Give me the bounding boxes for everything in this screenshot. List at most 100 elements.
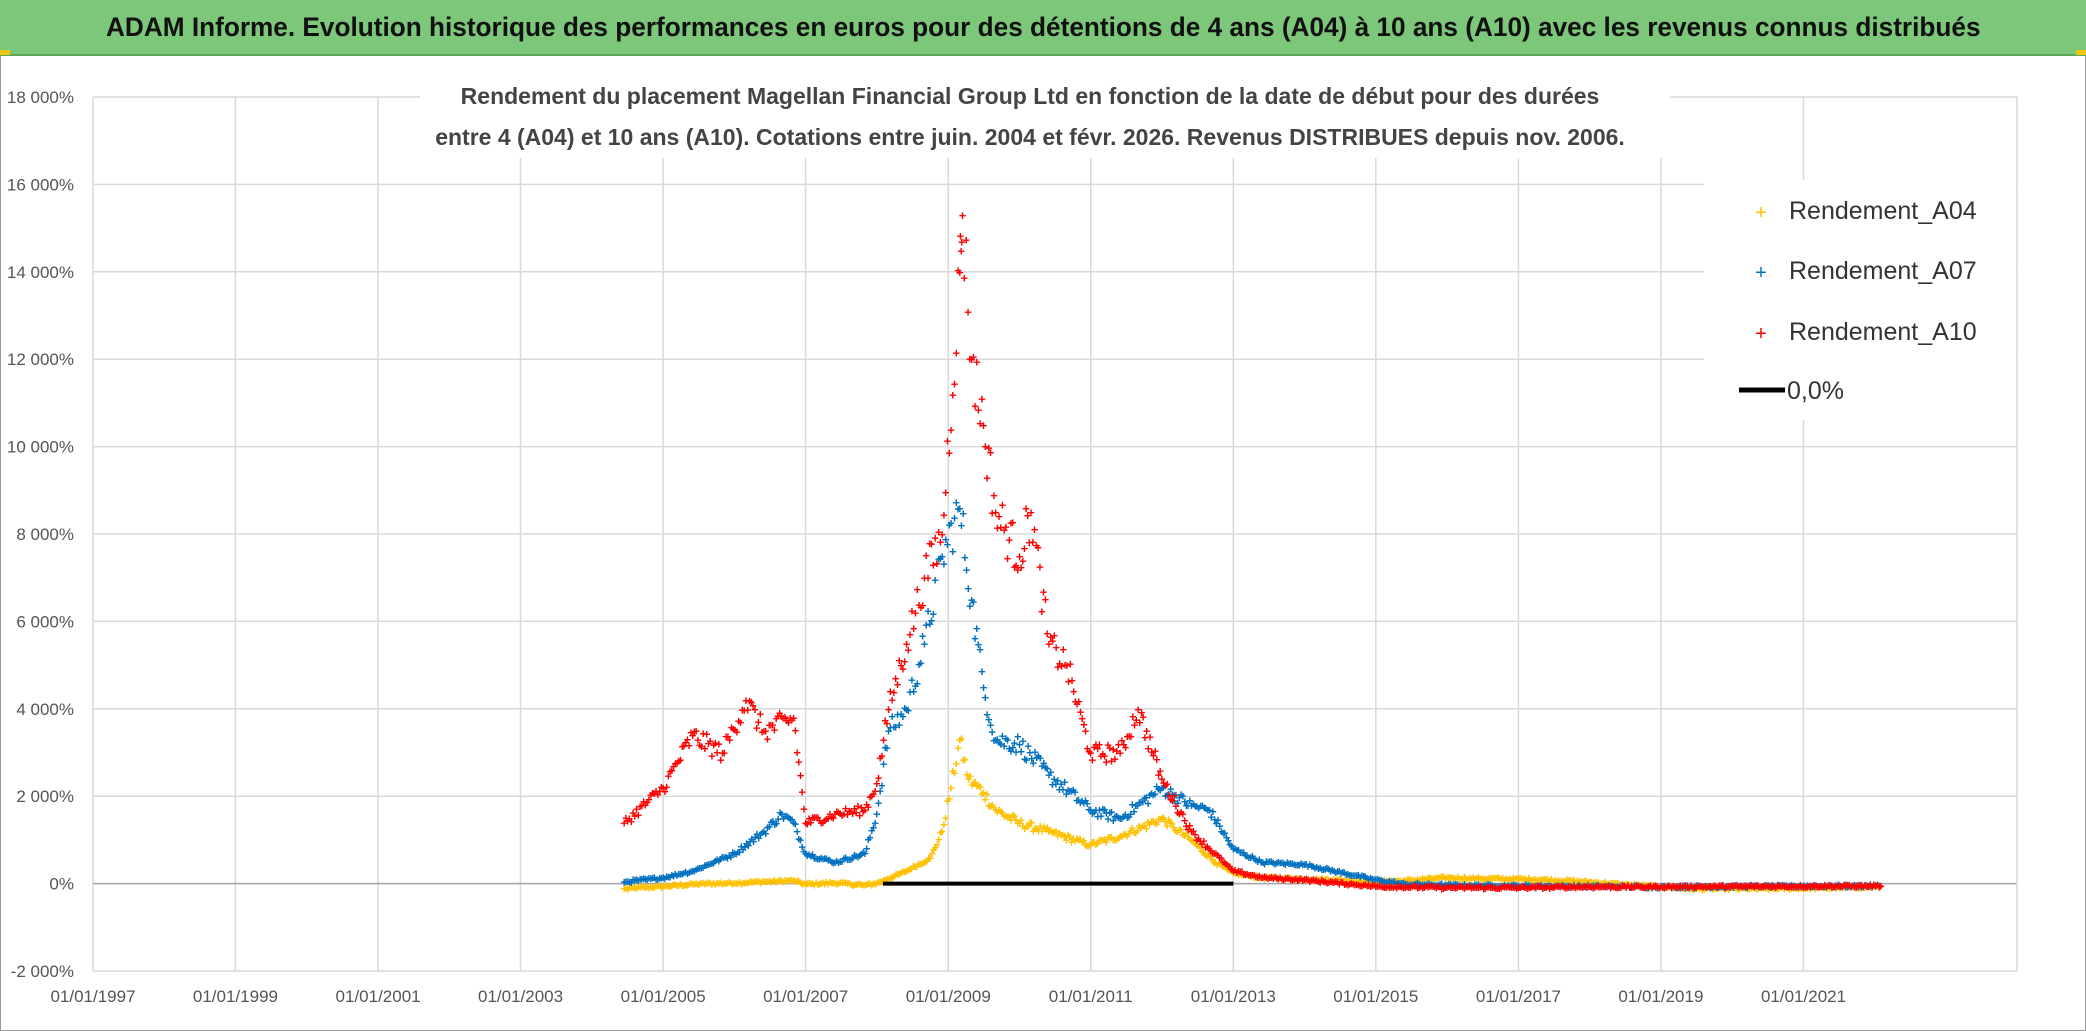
data-point: + xyxy=(1650,879,1658,894)
data-point: + xyxy=(1120,809,1128,824)
data-point: + xyxy=(649,785,657,800)
data-point: + xyxy=(1329,873,1337,888)
data-point: + xyxy=(845,803,853,818)
data-point: + xyxy=(691,877,699,892)
data-point: + xyxy=(884,872,892,887)
data-point: + xyxy=(638,798,646,813)
data-point: + xyxy=(944,537,952,552)
data-point: + xyxy=(750,834,758,849)
data-point: + xyxy=(1287,871,1295,886)
data-point: + xyxy=(1363,871,1371,886)
data-point: + xyxy=(1730,880,1738,895)
data-point: + xyxy=(866,790,874,805)
data-point: + xyxy=(1796,878,1804,893)
data-point: + xyxy=(1250,851,1258,866)
data-point: + xyxy=(1322,861,1330,876)
data-point: + xyxy=(1282,871,1290,886)
data-point: + xyxy=(698,861,706,876)
data-point: + xyxy=(833,853,841,868)
data-point: + xyxy=(1664,878,1672,893)
data-point: + xyxy=(1784,880,1792,895)
data-point: + xyxy=(1601,875,1609,890)
data-point: + xyxy=(1515,878,1523,893)
data-point: + xyxy=(1859,879,1867,894)
data-point: + xyxy=(1275,871,1283,886)
data-point: + xyxy=(1356,870,1364,885)
data-point: + xyxy=(963,562,971,577)
data-point: + xyxy=(724,876,732,891)
data-point: + xyxy=(901,865,909,880)
data-point: + xyxy=(665,870,673,885)
data-point: + xyxy=(1021,751,1029,766)
data-point: + xyxy=(1777,878,1785,893)
data-point: + xyxy=(1210,855,1218,870)
data-point: + xyxy=(1388,873,1396,888)
x-tick-label: 01/01/1997 xyxy=(50,987,135,1006)
data-point: + xyxy=(1355,878,1363,893)
data-point: + xyxy=(1401,877,1409,892)
data-point: + xyxy=(1280,872,1288,887)
data-point: + xyxy=(1483,877,1491,892)
data-point: + xyxy=(921,854,929,869)
data-point: + xyxy=(1464,880,1472,895)
data-point: + xyxy=(788,713,796,728)
data-point: + xyxy=(1728,878,1736,893)
data-point: + xyxy=(678,867,686,882)
data-point: + xyxy=(778,807,786,822)
data-point: + xyxy=(1816,880,1824,895)
data-point: + xyxy=(1767,880,1775,895)
data-point: + xyxy=(1548,880,1556,895)
data-point: + xyxy=(1360,872,1368,887)
data-point: + xyxy=(1506,871,1514,886)
data-point: + xyxy=(819,815,827,830)
x-tick-label: 01/01/2001 xyxy=(336,987,421,1006)
data-point: + xyxy=(1614,879,1622,894)
data-point: + xyxy=(788,873,796,888)
data-point: + xyxy=(1017,560,1025,575)
data-point: + xyxy=(1721,880,1729,895)
data-point: + xyxy=(1817,879,1825,894)
data-point: + xyxy=(1546,878,1554,893)
data-point: + xyxy=(1574,879,1582,894)
data-point: + xyxy=(1438,881,1446,896)
data-point: + xyxy=(1083,838,1091,853)
data-point: + xyxy=(1031,744,1039,759)
data-point: + xyxy=(1078,711,1086,726)
data-point: + xyxy=(1356,874,1364,889)
data-point: + xyxy=(1212,846,1220,861)
data-point: + xyxy=(1443,870,1451,885)
data-point: + xyxy=(1468,881,1476,896)
data-point: + xyxy=(1852,880,1860,895)
data-point: + xyxy=(1475,870,1483,885)
data-point: + xyxy=(1516,880,1524,895)
data-point: + xyxy=(1061,658,1069,673)
x-tick-label: 01/01/2011 xyxy=(1049,987,1133,1006)
x-tick-label: 01/01/2017 xyxy=(1476,987,1561,1006)
data-point: + xyxy=(1563,878,1571,893)
data-point: + xyxy=(1353,877,1361,892)
data-point: + xyxy=(1012,813,1020,828)
data-point: + xyxy=(816,852,824,867)
data-point: + xyxy=(863,797,871,812)
data-point: + xyxy=(1033,750,1041,765)
data-point: + xyxy=(760,874,768,889)
data-point: + xyxy=(802,846,810,861)
data-point: + xyxy=(658,779,666,794)
data-point: + xyxy=(1684,878,1692,893)
data-point: + xyxy=(1461,870,1469,885)
data-point: + xyxy=(1668,880,1676,895)
data-point: + xyxy=(1830,880,1838,895)
data-point: + xyxy=(1542,880,1550,895)
data-point: + xyxy=(1386,874,1394,889)
data-point: + xyxy=(1440,881,1448,896)
data-point: + xyxy=(956,265,964,280)
data-point: + xyxy=(1712,879,1720,894)
data-point: + xyxy=(1837,879,1845,894)
data-point: + xyxy=(1721,880,1729,895)
data-point: + xyxy=(661,871,669,886)
data-point: + xyxy=(1090,835,1098,850)
data-point: + xyxy=(852,877,860,892)
data-point: + xyxy=(804,876,812,891)
data-point: + xyxy=(670,868,678,883)
